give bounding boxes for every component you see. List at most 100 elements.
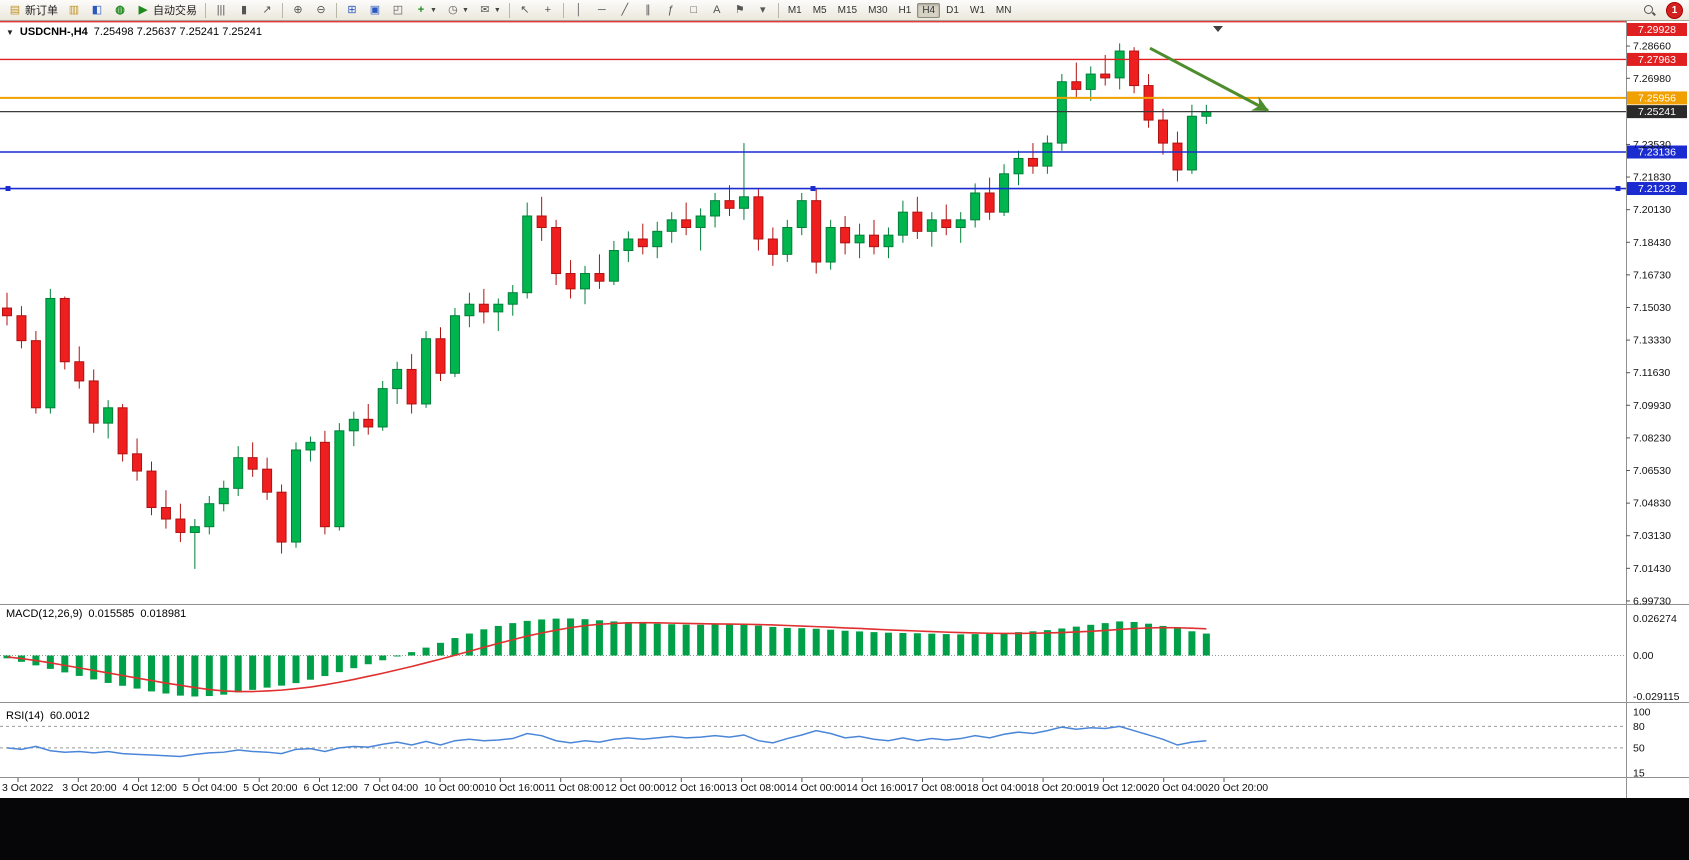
channel-button[interactable]: ∥ xyxy=(637,0,659,20)
new-order-icon: ▤ xyxy=(9,4,21,16)
macd-bar xyxy=(812,628,820,656)
price-tag-label: 7.25956 xyxy=(1638,92,1676,104)
candle xyxy=(319,441,330,528)
macd-bar xyxy=(278,655,286,686)
profiles-icon: ◧ xyxy=(91,4,103,16)
toolbar-separator xyxy=(336,2,337,18)
timeframe-h4-button[interactable]: H4 xyxy=(917,2,941,18)
chart-shift-marker[interactable] xyxy=(1213,26,1223,32)
candle xyxy=(1085,73,1096,90)
shapes-icon: □ xyxy=(690,4,698,16)
cursor-button[interactable]: ↖ xyxy=(514,0,536,20)
macd-bar xyxy=(567,618,575,656)
caret-down-icon: ▼ xyxy=(430,6,437,14)
channel-icon: ∥ xyxy=(645,4,651,16)
new-chart-button[interactable]: ▥ xyxy=(63,0,85,20)
price-tick-label: 7.21830 xyxy=(1633,172,1671,184)
alerts-button[interactable]: ✉ ▼ xyxy=(474,0,505,20)
time-tick-label: 13 Oct 08:00 xyxy=(726,782,786,794)
candle xyxy=(1071,81,1082,90)
timeframe-w1-button[interactable]: W1 xyxy=(969,4,985,16)
notification-badge[interactable]: 1 xyxy=(1666,1,1683,19)
macd-bar xyxy=(986,633,994,656)
timeframe-h1-button[interactable]: H1 xyxy=(898,4,912,16)
timeframe-d1-button[interactable]: D1 xyxy=(946,4,959,16)
add-indicator-button[interactable]: + ▼ xyxy=(410,0,441,20)
candlestick-button[interactable]: ▮ xyxy=(233,0,255,20)
macd-bar xyxy=(1072,626,1080,656)
zoom-out-button[interactable]: ⊖ xyxy=(310,0,332,20)
candle xyxy=(652,230,663,248)
candle xyxy=(854,234,865,244)
price-tag xyxy=(1627,105,1687,119)
arrows-button[interactable]: ▾ xyxy=(752,0,774,20)
timeframe-mn-button[interactable]: MN xyxy=(995,4,1012,16)
text-button[interactable]: A xyxy=(706,0,728,20)
autotrading-button[interactable]: ▶ 自动交易 xyxy=(132,0,201,20)
time-tick-label: 17 Oct 08:00 xyxy=(907,782,967,794)
candle xyxy=(695,215,706,228)
fibonacci-button[interactable]: ƒ xyxy=(660,0,682,20)
price-tag xyxy=(1627,52,1687,66)
candle xyxy=(45,297,56,409)
caret-down-icon: ▼ xyxy=(461,6,469,14)
search-button[interactable] xyxy=(1638,0,1660,20)
candle xyxy=(204,503,215,528)
candle xyxy=(912,211,923,232)
candle xyxy=(449,315,460,374)
candle xyxy=(406,368,417,405)
hline-handle[interactable] xyxy=(810,186,816,192)
timeframe-m5-button[interactable]: M5 xyxy=(812,4,827,16)
vertical-line-button[interactable]: │ xyxy=(568,0,590,20)
hline-handle[interactable] xyxy=(1615,186,1621,192)
timeframe-m30-button[interactable]: M30 xyxy=(868,4,888,16)
macd-bar xyxy=(1029,631,1037,656)
price-tick-label: 7.26980 xyxy=(1633,73,1671,85)
horizontal-line-button[interactable]: ─ xyxy=(591,0,613,20)
chart-canvas[interactable]: 7.29928 7.27963 7.25956 7.25241 7.23136 7.212… xyxy=(0,0,1689,798)
macd-bar xyxy=(321,655,329,677)
time-tick-label: 4 Oct 12:00 xyxy=(123,782,177,794)
timeframe-m15-button[interactable]: M15 xyxy=(837,4,858,16)
line-chart-button[interactable]: ↗ xyxy=(256,0,278,20)
macd-bar xyxy=(350,655,358,669)
shapes-button[interactable]: □ xyxy=(683,0,705,20)
hline-handle[interactable] xyxy=(5,186,11,192)
candle xyxy=(738,196,749,209)
candle xyxy=(840,226,851,244)
crosshair-button[interactable]: + xyxy=(537,0,559,20)
symbol-dropdown-icon[interactable]: ▼ xyxy=(6,27,14,37)
profiles-button[interactable]: ◧ xyxy=(86,0,108,20)
candle xyxy=(1114,50,1125,79)
timeframe-m1-button[interactable]: M1 xyxy=(787,4,802,16)
candle xyxy=(88,380,99,424)
macd-bar xyxy=(263,655,271,688)
time-tick-label: 14 Oct 16:00 xyxy=(846,782,906,794)
objects-button[interactable]: ◰ xyxy=(387,0,409,20)
zoom-in-button[interactable]: ⊕ xyxy=(287,0,309,20)
price-tick-label: 7.08230 xyxy=(1633,432,1671,444)
new-order-button[interactable]: ▤ 新订单 xyxy=(4,0,62,20)
horizontal-line-icon: ─ xyxy=(597,4,606,16)
indicators-button[interactable]: ▣ xyxy=(364,0,386,20)
text-label-button[interactable]: ⚑ xyxy=(729,0,751,20)
bar-chart-button[interactable]: ||| xyxy=(210,0,232,20)
cursor-icon: ↖ xyxy=(520,4,530,16)
trend-arrow[interactable] xyxy=(1149,46,1269,112)
tile-windows-button[interactable]: ⊞ xyxy=(341,0,363,20)
price-tag xyxy=(1627,145,1687,159)
caret-down-icon: ▼ xyxy=(493,6,501,14)
macd-bar xyxy=(422,647,430,656)
period-button[interactable]: ◷ ▼ xyxy=(442,0,473,20)
macd-bar xyxy=(220,655,228,695)
price-tick-label: 7.01430 xyxy=(1633,563,1671,575)
macd-bar xyxy=(1000,632,1008,656)
macd-axis-label: 0.00 xyxy=(1633,650,1654,662)
time-tick-label: 20 Oct 20:00 xyxy=(1208,782,1268,794)
market-watch-button[interactable]: ◍ xyxy=(109,0,131,20)
candle xyxy=(392,368,403,390)
trendline-button[interactable]: ╱ xyxy=(614,0,636,20)
time-tick-label: 10 Oct 16:00 xyxy=(484,782,544,794)
bottom-strip xyxy=(0,798,1689,860)
